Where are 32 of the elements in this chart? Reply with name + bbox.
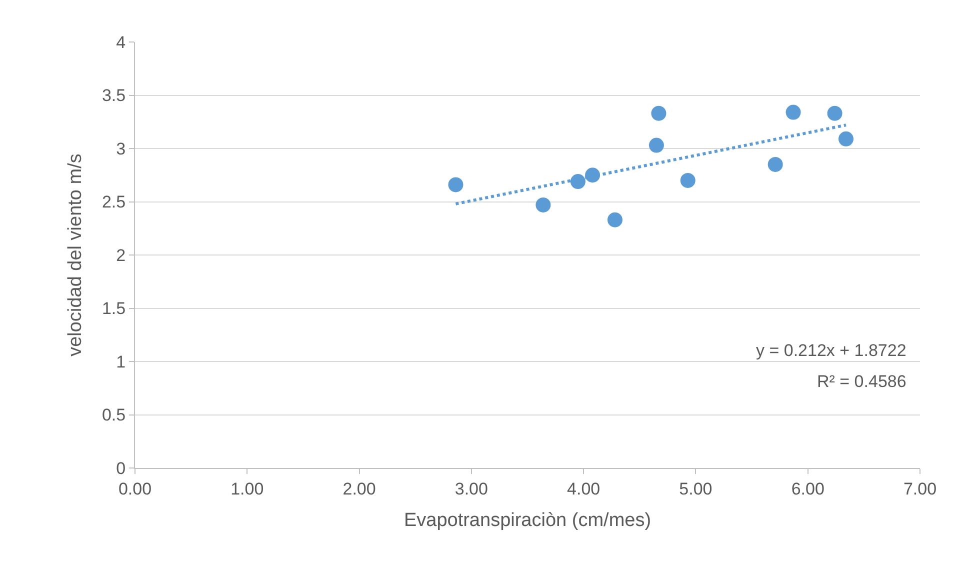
y-tick-label: 0 xyxy=(116,458,126,478)
x-axis-title: Evapotranspiraciòn (cm/mes) xyxy=(404,510,652,532)
point xyxy=(680,172,696,188)
point xyxy=(536,197,551,212)
annotation: R² = 0.4586 xyxy=(817,372,906,391)
y-axis-title: velocidad del viento m/s xyxy=(64,154,86,356)
y-tick-label: 4 xyxy=(116,32,126,52)
point xyxy=(838,131,854,146)
x-tick-label: 2.00 xyxy=(342,479,376,498)
x-tick-label: 4.00 xyxy=(567,479,600,498)
x-tick-label: 5.00 xyxy=(679,479,712,498)
y-tick-label: 2.5 xyxy=(102,192,126,212)
y-tick-label: 1 xyxy=(116,352,126,372)
x-tick-label: 6.00 xyxy=(791,479,824,498)
point xyxy=(648,138,664,153)
annotation: y = 0.212x + 1.8722 xyxy=(756,341,906,360)
point xyxy=(786,104,801,120)
point xyxy=(768,156,783,172)
y-tick-label: 2 xyxy=(116,246,126,265)
y-tick-label: 3.5 xyxy=(102,86,126,106)
x-tick-label: 7.00 xyxy=(903,479,937,498)
point xyxy=(570,174,586,190)
point xyxy=(448,177,464,192)
x-tick-label: 3.00 xyxy=(454,479,488,498)
y-tick-label: 0.5 xyxy=(102,406,126,425)
point xyxy=(607,212,622,228)
y-tick-label: 3 xyxy=(116,139,126,158)
x-tick-label: 1.00 xyxy=(230,479,264,498)
y-tick-label: 1.5 xyxy=(102,299,126,318)
point xyxy=(651,106,666,121)
x-tick-label: 0.00 xyxy=(118,479,152,498)
point xyxy=(827,106,842,121)
